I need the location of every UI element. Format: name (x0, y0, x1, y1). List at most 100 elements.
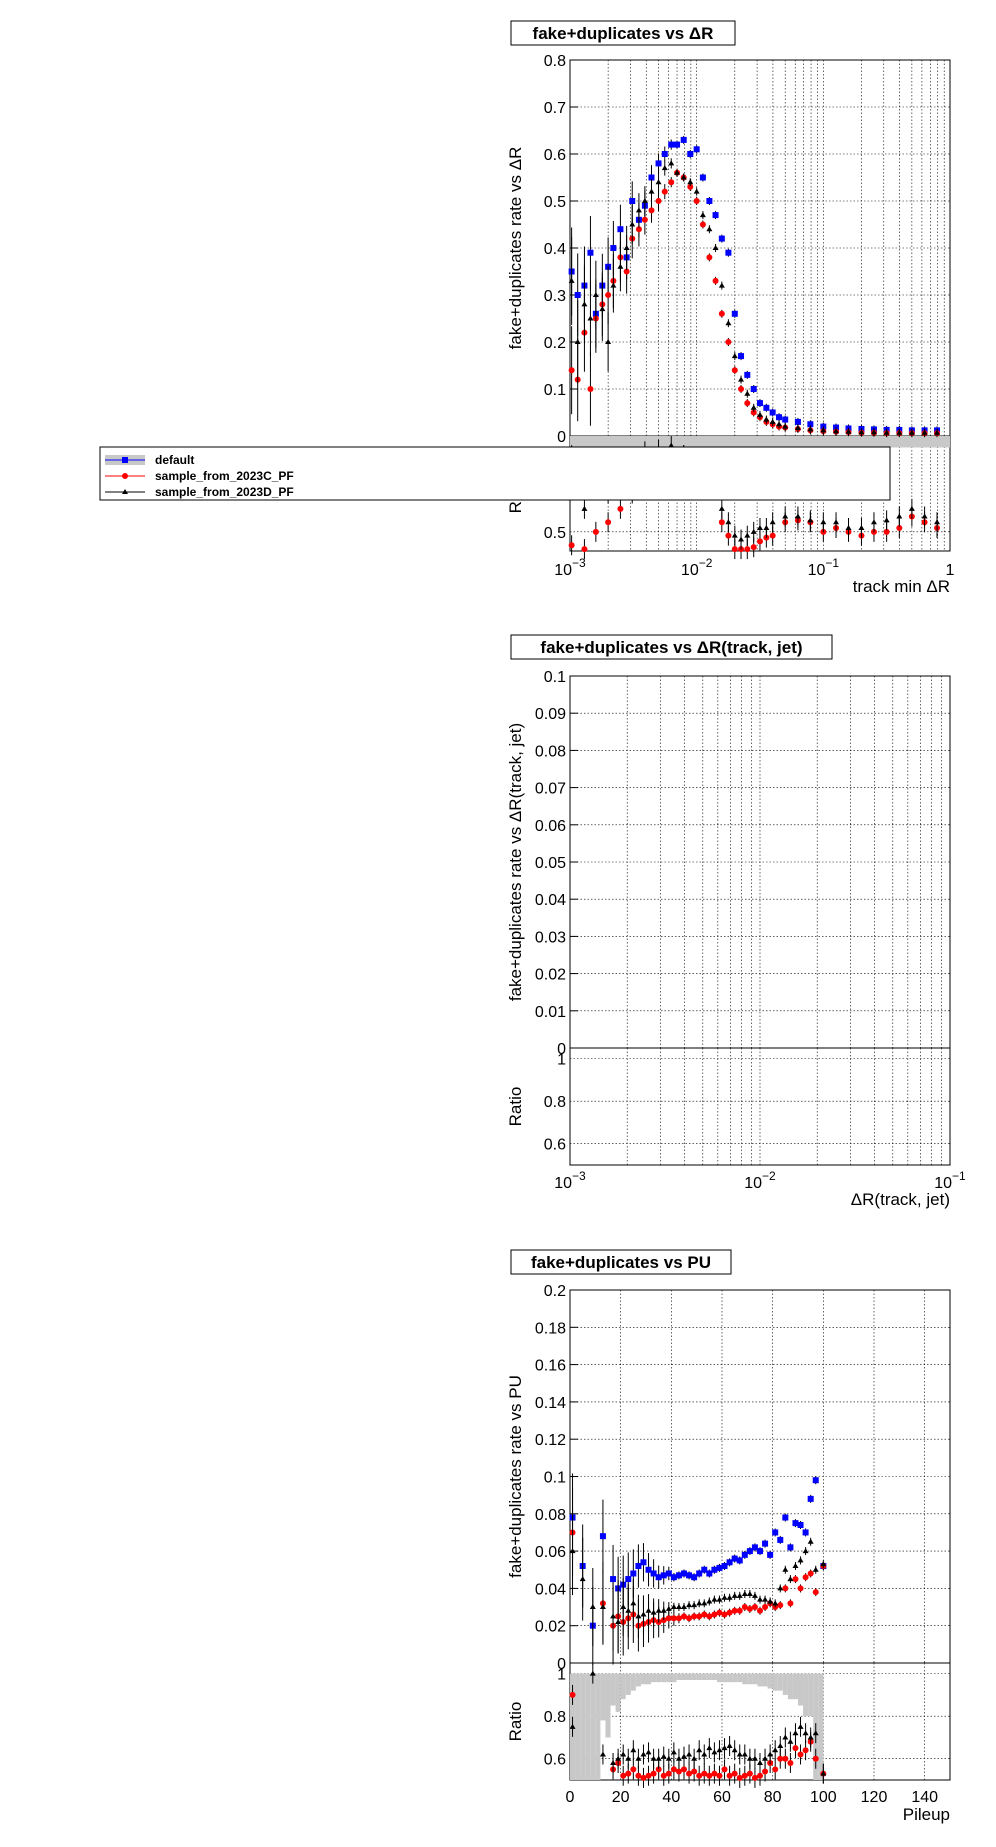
y-tick-label: 0 (557, 1041, 566, 1058)
y-tick-label: 0.1 (544, 382, 566, 399)
ratio-series-sample_from_2023D_PF (569, 1663, 827, 1784)
ratio-point (741, 1751, 748, 1757)
series-sample_from_2023D_PF (569, 1507, 827, 1654)
data-point (630, 1570, 637, 1577)
data-point (655, 1607, 662, 1613)
data-point (738, 376, 745, 382)
data-point (650, 1609, 657, 1615)
data-point (787, 1600, 794, 1607)
ratio-band-bin (716, 1673, 722, 1683)
data-point (661, 165, 668, 171)
data-point (757, 1596, 763, 1602)
ratio-point (696, 1772, 703, 1779)
data-point (675, 1615, 682, 1622)
series-default (569, 1473, 827, 1665)
ratio-band-bin (691, 1673, 697, 1681)
ratio-point (787, 1738, 794, 1744)
series-sample_from_2023D_PF (568, 158, 941, 437)
data-point (681, 1604, 687, 1610)
chart-panel-2: fake+duplicates vs ΔR(track, jet) 0 0.01 0.… (506, 634, 966, 1209)
ratio-band-bin (777, 1673, 783, 1691)
y-tick-label: 0.08 (535, 743, 566, 760)
series-default (568, 135, 941, 435)
data-point (699, 174, 706, 181)
data-point (668, 160, 675, 166)
x-tick-label: 10−2 (744, 1169, 776, 1192)
ratio-band-bin (610, 1673, 616, 1706)
ratio-axis-label: Ratio (506, 1087, 525, 1127)
ratio-point (721, 1766, 728, 1773)
chart-title: fake+duplicates vs PU (531, 1253, 711, 1272)
ratio-band-bin (803, 1673, 809, 1717)
ratio-point (716, 1772, 723, 1779)
data-point (751, 1544, 758, 1551)
ratio-point (908, 505, 915, 511)
ratio-point (921, 513, 928, 519)
ratio-point (756, 525, 763, 530)
legend-entry-sample_from_2023C_PF: sample_from_2023C_PF (105, 469, 294, 483)
data-point (706, 198, 713, 204)
data-point (587, 249, 594, 256)
ratio-tick-label: 0.6 (544, 1752, 566, 1769)
y-tick-label: 0.06 (535, 1544, 566, 1561)
y-tick-label: 0.7 (544, 100, 566, 117)
data-point (870, 429, 877, 435)
x-axis-label: ΔR(track, jet) (851, 1190, 950, 1209)
x-tick-label: 10−3 (554, 556, 586, 579)
ratio-band-bin (580, 1673, 586, 1780)
ratio-point (568, 542, 575, 549)
ratio-band-bin (590, 1673, 596, 1780)
ratio-point (686, 1770, 693, 1777)
ratio-point (686, 1751, 693, 1757)
data-point (782, 423, 789, 429)
ratio-point (665, 1755, 672, 1761)
data-point (721, 1563, 728, 1570)
data-point (668, 141, 675, 148)
x-tick-label: 40 (662, 1789, 680, 1806)
ratio-point (681, 1753, 687, 1759)
data-point (686, 1615, 693, 1622)
ratio-point (744, 532, 751, 538)
data-point (741, 1604, 748, 1611)
y-tick-label: 0.02 (535, 967, 566, 984)
ratio-point (668, 442, 675, 448)
ratio-point (820, 1770, 827, 1776)
legend-marker (122, 457, 128, 463)
data-point (648, 207, 655, 214)
data-point (623, 245, 630, 250)
data-point (699, 212, 706, 218)
data-point (655, 198, 662, 204)
data-point (802, 1548, 809, 1554)
data-point (620, 1604, 627, 1610)
data-point (712, 212, 719, 219)
x-axis-label: track min ΔR (853, 577, 950, 596)
data-point (741, 1551, 748, 1558)
data-point (587, 315, 594, 321)
ratio-point (772, 1747, 779, 1753)
ratio-point (592, 528, 599, 535)
data-point (674, 141, 681, 148)
ratio-point (769, 532, 776, 539)
data-point (744, 371, 751, 378)
data-point (725, 339, 732, 345)
data-point (731, 353, 738, 359)
ratio-band-bin (782, 1673, 788, 1695)
data-point (581, 301, 588, 307)
ratio-point (696, 1747, 703, 1753)
ratio-point (736, 1774, 743, 1781)
ratio-point (777, 1755, 784, 1762)
ratio-point (569, 1723, 576, 1729)
data-point (883, 429, 890, 435)
ratio-band-bin (676, 1673, 682, 1681)
ratio-band-bin (762, 1673, 768, 1687)
y-tick-label: 0.04 (535, 1581, 566, 1598)
ratio-point (845, 525, 852, 530)
data-point (706, 226, 713, 232)
data-point (645, 1566, 652, 1573)
ratio-band-bin (818, 1673, 824, 1780)
data-point (610, 1613, 617, 1619)
grid-lines (570, 1290, 950, 1780)
ratio-point (812, 1730, 819, 1736)
data-point (777, 1536, 784, 1543)
data-point (731, 1592, 738, 1598)
